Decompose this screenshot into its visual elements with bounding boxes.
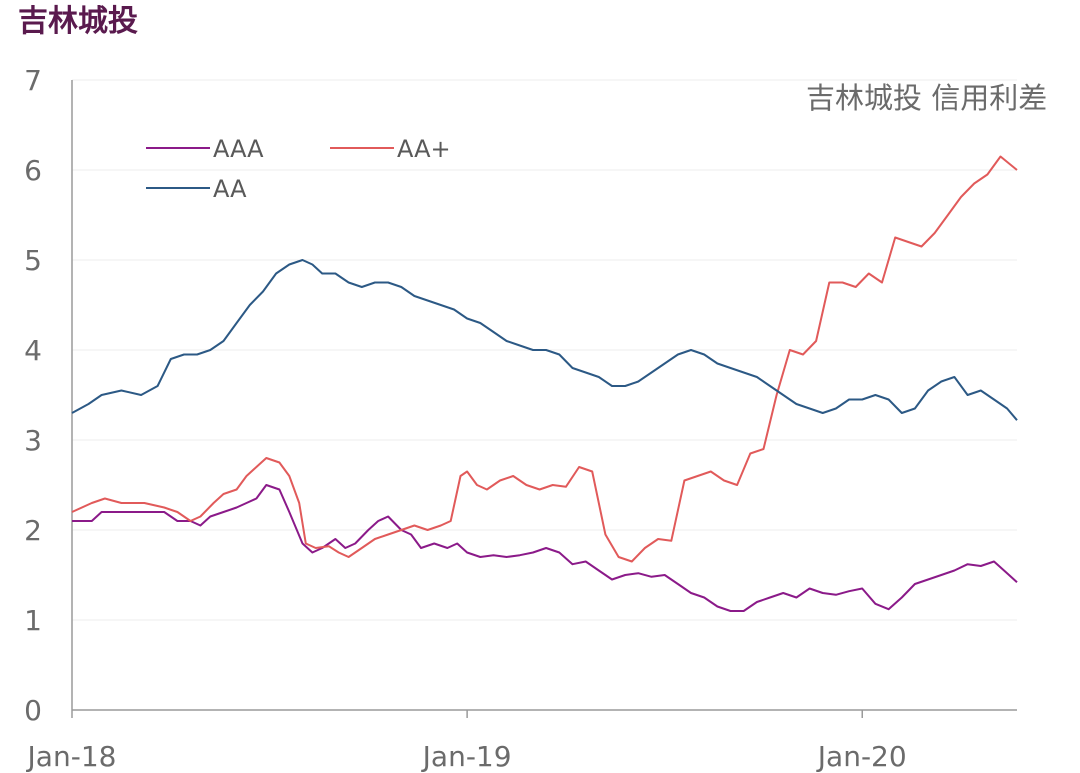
legend: AAA AA+ AA bbox=[146, 135, 451, 203]
y-tick-label: 7 bbox=[24, 64, 42, 97]
y-tick-label: 6 bbox=[24, 154, 42, 187]
gridlines bbox=[72, 79, 1017, 621]
series-line-aa bbox=[71, 259, 1018, 421]
series-lines bbox=[71, 155, 1018, 612]
x-axis-ticks: Jan-18 Jan-19 Jan-20 bbox=[26, 710, 907, 773]
axes bbox=[71, 80, 1017, 711]
y-tick-label: 3 bbox=[24, 424, 42, 457]
legend-item-aaa: AAA bbox=[146, 135, 264, 163]
y-axis-ticks: 0 1 2 3 4 5 6 7 bbox=[24, 64, 42, 727]
legend-label: AA+ bbox=[397, 135, 451, 163]
y-tick-label: 0 bbox=[24, 694, 42, 727]
series-line-aaa bbox=[72, 484, 1018, 612]
legend-item-aa: AA bbox=[146, 175, 247, 203]
legend-label: AAA bbox=[213, 135, 264, 163]
y-tick-label: 5 bbox=[24, 244, 42, 277]
legend-item-aa-plus: AA+ bbox=[330, 135, 451, 163]
x-tick-label: Jan-18 bbox=[26, 740, 117, 773]
y-tick-label: 2 bbox=[24, 514, 42, 547]
x-tick-label: Jan-19 bbox=[421, 740, 512, 773]
y-tick-label: 1 bbox=[24, 604, 42, 637]
x-tick-label: Jan-20 bbox=[816, 740, 907, 773]
legend-label: AA bbox=[213, 175, 247, 203]
y-tick-label: 4 bbox=[24, 334, 42, 367]
chart-title: 吉林城投 信用利差 bbox=[806, 81, 1047, 115]
page-title: 吉林城投 bbox=[18, 4, 138, 39]
series-line-aa-plus bbox=[71, 155, 1018, 563]
